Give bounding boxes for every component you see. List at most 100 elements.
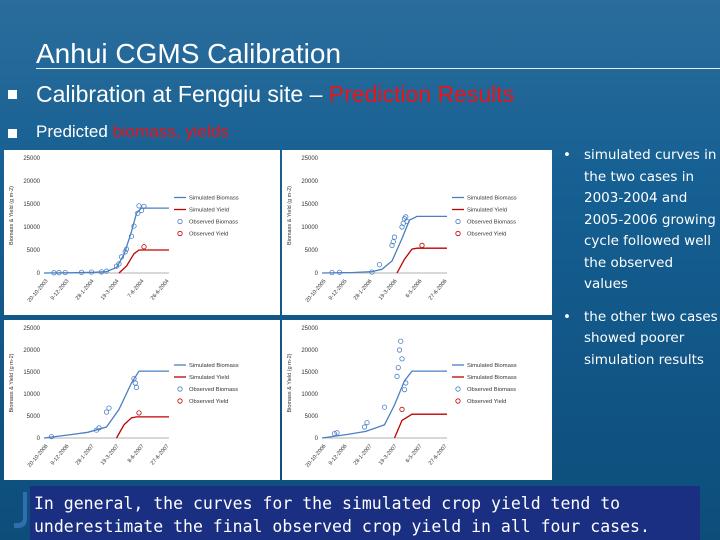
observed-biomass-point (131, 223, 137, 229)
logo-icon (14, 492, 27, 528)
y-tick-label: 10000 (301, 392, 318, 398)
y-tick-label: 0 (315, 436, 319, 442)
y-tick-label: 20000 (23, 348, 40, 354)
observed-biomass-point (395, 364, 401, 371)
observed-biomass-point (128, 233, 135, 239)
legend-label: Simulated Yield (189, 375, 229, 381)
observed-biomass-point (78, 269, 85, 275)
observed-biomass-point (98, 269, 105, 275)
y-tick-label: 25000 (301, 156, 318, 162)
note-bullet: • (563, 308, 571, 325)
x-tick-label: 9-12-2006 (50, 443, 71, 466)
x-tick-label: 27-6-2006 (428, 278, 449, 301)
y-tick-label: 0 (315, 271, 319, 277)
y-tick-label: 15000 (301, 370, 318, 376)
observed-biomass-point (391, 234, 398, 240)
x-tick-label: 20-10-2006 (305, 443, 328, 468)
observed-biomass-point (62, 269, 68, 276)
note-text: the other two cases showed poorer simula… (584, 308, 718, 368)
chart-panel-2006-2007-a: 0 5000 10000 15000 20000 25000 Biomass & Yield… (4, 320, 280, 480)
observed-biomass-point (401, 387, 408, 393)
legend-label: Observed Biomass (467, 220, 516, 226)
legend-label: Simulated Yield (189, 208, 229, 214)
observed-biomass-point (48, 434, 55, 440)
y-axis-label: Biomass & Yield (g m-2) (287, 186, 293, 245)
legend-label: Observed Yield (189, 399, 228, 405)
observed-biomass-point (396, 347, 403, 353)
observed-biomass-point (398, 338, 404, 344)
y-tick-label: 25000 (301, 326, 318, 332)
chart-panel-2003-2004: 0 5000 10000 15000 20000 25000 Biomass & Yield… (4, 150, 280, 315)
observed-biomass-point (103, 409, 110, 415)
simulated-yield-line (118, 249, 169, 274)
y-tick-label: 5000 (305, 414, 319, 420)
observed-biomass-point (136, 203, 142, 209)
observed-biomass-point (118, 254, 125, 260)
x-tick-label: 28-1-2006 (353, 278, 374, 301)
x-tick-label: 19-3-2006 (378, 278, 399, 301)
legend-swatch (177, 398, 183, 404)
observed-biomass-point (106, 405, 112, 411)
x-tick-label: 7-6-2004 (127, 278, 146, 299)
x-tick-label: 28-1-2004 (75, 278, 96, 301)
observed-biomass-point (404, 218, 410, 225)
square-bullet-icon (8, 129, 17, 138)
legend-swatch (177, 386, 183, 392)
summary-box: In general, the curves for the simulated… (30, 486, 700, 540)
x-tick-label: 27-6-2007 (428, 443, 449, 466)
observed-biomass-point (403, 214, 409, 220)
observed-biomass-point (329, 269, 335, 276)
simulated-biomass-line (43, 207, 169, 274)
y-tick-label: 20000 (301, 348, 318, 354)
x-tick-label: 9-12-2005 (328, 278, 349, 301)
observed-biomass-point (336, 269, 343, 275)
observed-yield-point (136, 410, 142, 416)
slide-title: Anhui CGMS Calibration (36, 38, 342, 69)
legend-label: Observed Biomass (467, 387, 516, 393)
observed-biomass-point (369, 269, 375, 275)
observed-yield-point (419, 242, 425, 249)
legend-swatch (455, 218, 461, 225)
y-tick-label: 5000 (305, 248, 319, 254)
legend-label: Observed Yield (467, 232, 506, 238)
x-tick-label: 20-10-2003 (27, 278, 50, 303)
y-tick-label: 5000 (27, 414, 41, 420)
legend-label: Simulated Biomass (467, 375, 517, 381)
note-item: • the other two cases showed poorer simul… (556, 307, 720, 372)
bullet-calibration: Calibration at Fengqiu site – Prediction… (36, 81, 514, 108)
legend-label: Observed Biomass (189, 220, 238, 226)
observed-biomass-point (132, 380, 138, 386)
bullet-predicted-highlight: biomass, yields (112, 122, 229, 141)
legend-swatch (177, 230, 183, 237)
observed-biomass-point (334, 430, 340, 436)
note-bullet: • (563, 147, 571, 163)
bullet-predicted-prefix: Predicted (36, 122, 113, 141)
chart-panel-2006-2007-b: 0 5000 10000 15000 20000 25000 Biomass & Yield… (282, 320, 552, 480)
observed-biomass-point (403, 380, 409, 386)
y-tick-label: 15000 (23, 202, 40, 208)
y-axis-label: Biomass & Yield (g m-2) (287, 353, 293, 412)
chart-2003-2004: 0 5000 10000 15000 20000 25000 Biomass & Yield… (9, 156, 239, 304)
simulated-yield-line (396, 247, 447, 274)
legend-label: Simulated Biomass (467, 196, 517, 202)
legend-swatch (177, 218, 183, 225)
observed-biomass-point (135, 210, 141, 216)
simulated-yield-line (393, 413, 447, 439)
observed-biomass-point (381, 404, 388, 410)
bullet-calibration-prefix: Calibration at Fengqiu site – (36, 81, 329, 107)
x-tick-label: 9-12-2003 (50, 278, 71, 301)
observed-yield-point (399, 406, 405, 413)
y-tick-label: 20000 (23, 179, 40, 185)
legend-swatch (455, 230, 461, 237)
legend-label: Observed Yield (467, 399, 506, 405)
observed-yield-point (141, 244, 147, 250)
y-tick-label: 0 (37, 436, 41, 442)
note-item: • simulated curves in the two cases in 20… (556, 145, 720, 296)
observed-biomass-point (88, 269, 95, 275)
legend-label: Observed Biomass (189, 387, 238, 393)
legend-label: Simulated Biomass (467, 363, 517, 369)
x-tick-label: 28-1-2007 (75, 443, 96, 466)
observed-biomass-point (56, 270, 62, 276)
observed-biomass-point (116, 261, 122, 267)
simulated-yield-line (115, 416, 169, 439)
